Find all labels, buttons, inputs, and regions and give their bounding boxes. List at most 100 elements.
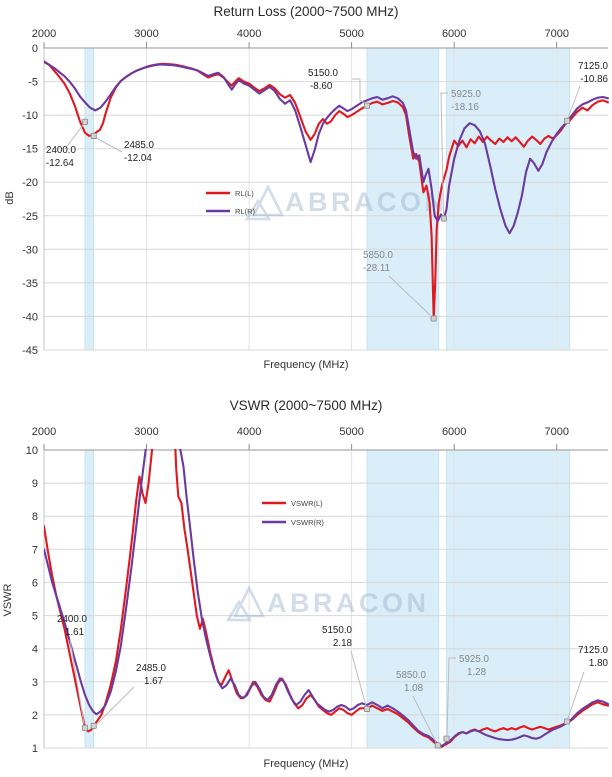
annotation-leader-line	[95, 137, 123, 153]
annotation-text: 5150.0 2.18	[322, 625, 353, 649]
frequency-band	[84, 47, 95, 351]
vswr-chart-title: VSWR (2000~7500 MHz)	[229, 398, 383, 413]
vswrr-curve	[44, 449, 609, 748]
annotation-text: 2485.0 -12.04	[124, 140, 155, 164]
abracon-triangle-logo	[244, 198, 272, 221]
annotation: 2485.0 -12.04	[90, 132, 155, 164]
return-loss-chart-title: Return Loss (2000~7500 MHz)	[213, 4, 399, 19]
legend-label: VSWR(L)	[291, 499, 323, 508]
x-tick-label: 4000	[237, 28, 261, 40]
annotation-text: 7125.0 1.80	[578, 645, 609, 669]
vswr-x-axis-title: Frequency (MHz)	[263, 758, 349, 770]
annotation: 5850.0 1.08	[396, 670, 441, 749]
abracon-triangle-logo	[251, 184, 285, 217]
annotation: 5850.0 -28.11	[363, 250, 437, 322]
y-tick-label: 3	[32, 677, 38, 689]
annotation-marker	[363, 705, 371, 712]
x-tick-label: 3000	[134, 28, 158, 40]
annotation-marker	[563, 718, 571, 725]
y-tick-label: 0	[32, 43, 38, 55]
annotation-leader-line	[446, 657, 456, 736]
legend-item: RL(L)	[206, 189, 254, 198]
annotation-leader-line	[69, 639, 85, 725]
annotation: 2485.0 1.67	[90, 663, 167, 729]
annotation: 2400.0 1.61	[57, 614, 89, 731]
annotation-marker	[81, 118, 89, 125]
y-tick-label: -35	[22, 278, 38, 290]
y-tick-label: -20	[22, 177, 38, 189]
annotation-leader-line	[352, 78, 367, 105]
y-tick-label: 5	[32, 611, 38, 623]
abracon-watermark: ABRACON	[225, 585, 430, 622]
legend-item: RL(R)	[206, 207, 256, 216]
y-tick-label: 8	[32, 511, 38, 523]
y-tick-label: -5	[28, 77, 38, 89]
y-tick-label: 6	[32, 577, 38, 589]
abracon-watermark: ABRACON	[244, 184, 448, 221]
legend-item: VSWR(L)	[262, 499, 323, 508]
annotation-marker	[90, 722, 97, 729]
annotation-marker	[443, 735, 450, 742]
x-tick-label: 6000	[442, 426, 466, 438]
abracon-triangle-logo	[232, 585, 266, 618]
annotation-leader-line	[388, 275, 431, 316]
annotation-text: 2400.0 -12.64	[46, 145, 77, 169]
legend-label: RL(R)	[235, 207, 256, 216]
annotation-text: 2400.0 1.61	[57, 614, 88, 638]
annotation: 5150.0 2.18	[322, 625, 371, 712]
y-tick-label: -15	[22, 144, 38, 156]
frequency-band	[446, 47, 570, 351]
y-tick-label: -25	[22, 211, 38, 223]
annotation: 5150.0 -8.60	[308, 68, 371, 109]
annotation-text: 5925.0 -18.16	[451, 89, 482, 113]
x-tick-label: 7000	[544, 28, 568, 40]
abracon-triangle-logo	[225, 599, 253, 622]
annotation-text: 7125.0 -10.86	[578, 61, 609, 85]
annotation-leader-line	[567, 671, 585, 719]
legend-label: VSWR(R)	[291, 518, 324, 527]
frequency-band	[446, 449, 570, 749]
annotation: 2400.0 -12.64	[46, 118, 89, 169]
x-tick-label: 6000	[442, 28, 466, 40]
annotation-marker	[363, 102, 371, 109]
y-tick-label: -45	[22, 345, 38, 357]
annotation-leader-line	[350, 650, 367, 707]
annotation: 7125.0 -10.86	[563, 61, 609, 124]
annotation-leader-line	[440, 92, 448, 215]
annotation-marker	[434, 742, 441, 749]
return-loss-plot: 0 -5 -10 -15 -20 -25 -30 -35 -40 -45 2000 3000 4000 5…	[22, 28, 609, 357]
annotation-text: 5850.0 -28.11	[363, 250, 394, 274]
annotation-marker	[81, 724, 89, 731]
y-tick-label: 2	[32, 710, 38, 722]
annotation-text: 5150.0 -8.60	[308, 68, 339, 92]
annotation: 5925.0 -18.16	[440, 89, 482, 222]
y-tick-label: -10	[22, 110, 38, 122]
x-tick-label: 7000	[544, 426, 568, 438]
x-tick-label: 3000	[134, 426, 158, 438]
annotation-leader-line	[96, 686, 135, 725]
return-loss-y-axis-title: dB	[4, 191, 16, 205]
x-tick-label: 4000	[237, 426, 261, 438]
y-tick-label: 9	[32, 478, 38, 490]
y-tick-label: 10	[26, 445, 38, 457]
annotation-marker	[563, 117, 571, 124]
y-tick-label: 4	[32, 644, 38, 656]
annotation: 5925.0 1.28	[443, 654, 490, 742]
annotation-text: 5850.0 1.08	[396, 670, 427, 694]
annotation: 7125.0 1.80	[563, 645, 609, 725]
abracon-watermark-text: ABRACON	[267, 588, 430, 618]
annotation-marker	[430, 315, 437, 322]
annotation-text: 5925.0 1.28	[459, 654, 490, 678]
y-tick-label: 1	[32, 743, 38, 755]
annotation-marker	[440, 215, 447, 222]
annotation-leader-line	[64, 124, 84, 150]
vswr-y-axis-title: VSWR	[2, 583, 14, 617]
x-tick-label: 5000	[339, 28, 363, 40]
vswr-plot: 10 9 8 7 6 5 4 3 2 1 2000 3000 4000 5000 6000 7000 ABRAC…	[26, 426, 609, 755]
annotation-leader-line	[412, 695, 437, 743]
rlr-curve	[44, 61, 609, 235]
x-tick-label: 5000	[339, 426, 363, 438]
y-tick-label: -30	[22, 244, 38, 256]
abracon-watermark-text: ABRACON	[285, 187, 448, 217]
